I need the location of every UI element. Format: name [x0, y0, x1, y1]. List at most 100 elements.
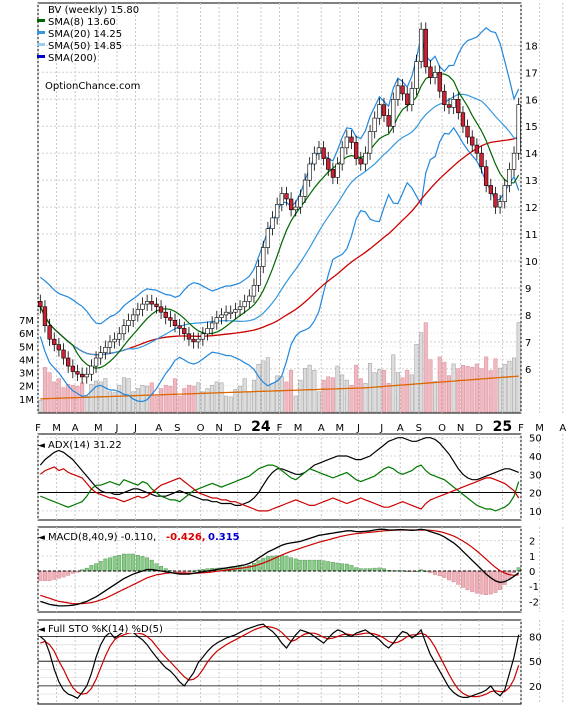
- macd-histogram-bar: [456, 570, 461, 585]
- macd-panel: -2 -1 0 1 2 ◄ MACD(8,40,9) -0.110, -0.426, 0.315: [37, 526, 564, 613]
- legend-swatch: [37, 55, 45, 58]
- candle-body: [339, 147, 345, 165]
- candle-body: [233, 309, 238, 313]
- volume-bar: [372, 372, 377, 413]
- volume-bar: [414, 344, 419, 413]
- volume-bar: [251, 379, 256, 413]
- candle-body: [191, 338, 196, 343]
- volume-bar: [428, 359, 433, 413]
- volume-bar: [470, 366, 475, 413]
- candle-body: [400, 85, 405, 95]
- macd-histogram-bar: [117, 555, 122, 572]
- candle-body: [460, 112, 466, 127]
- stochastic-tick-label: 50: [529, 657, 542, 668]
- macd-histogram-bar: [140, 556, 145, 572]
- macd-histogram-bar: [89, 565, 94, 572]
- candle-body: [256, 266, 261, 286]
- volume-bar: [275, 375, 280, 413]
- macd-histogram-bar: [516, 567, 521, 572]
- x-tick-label: M: [94, 423, 103, 434]
- candle-body: [38, 301, 43, 308]
- volume-bar: [512, 357, 517, 413]
- candle-body: [70, 365, 76, 372]
- volume-bar: [316, 391, 321, 413]
- candle-body: [372, 117, 377, 132]
- x-tick-label: J: [133, 423, 137, 434]
- candle-body: [80, 373, 85, 378]
- candle-body: [163, 311, 168, 318]
- x-tick-label: A: [318, 423, 325, 434]
- stochastic-tick-label: 20: [529, 682, 542, 693]
- candle-body: [42, 306, 48, 326]
- macd-histogram-bar: [442, 570, 447, 578]
- legend-label: SMA(200): [48, 53, 97, 64]
- candle-body: [428, 66, 433, 79]
- price-chart-title: BV (weekly) 15.80: [48, 5, 139, 16]
- adx-marker-icon: ◄: [38, 441, 45, 451]
- stochastic-k-line: [39, 623, 520, 699]
- macd-histogram-bar: [61, 570, 66, 578]
- macd-histogram-bar: [317, 559, 321, 572]
- candle-body: [358, 158, 363, 165]
- candle-body: [418, 28, 424, 62]
- macd-histogram-bar: [47, 570, 52, 581]
- candle-body: [219, 314, 224, 318]
- adx-tick-label: 30: [529, 470, 542, 481]
- stochastic-d-line: [40, 625, 520, 698]
- macd-histogram-bar: [419, 569, 424, 572]
- candle-body: [158, 306, 164, 313]
- upper-band-line: [39, 27, 520, 325]
- price-tick-label: 15: [525, 122, 538, 133]
- volume-bar: [256, 363, 261, 413]
- candle-body: [242, 301, 247, 308]
- volume-bar: [196, 382, 201, 413]
- x-tick-label: N: [215, 423, 222, 434]
- volume-bar: [493, 358, 498, 413]
- volume-bar: [284, 381, 289, 413]
- x-tick-label: N: [457, 423, 464, 434]
- candle-body: [353, 142, 359, 159]
- volume-tick-label: 1M: [19, 395, 34, 406]
- macd-histogram-bar: [498, 570, 502, 590]
- x-tick-label: J: [356, 423, 360, 434]
- macd-histogram-bar: [451, 570, 456, 583]
- x-tick-label: S: [416, 423, 422, 434]
- candle-body: [483, 166, 489, 186]
- price-tick-label: 7: [525, 338, 531, 349]
- volume-tick-label: 7M: [19, 316, 34, 327]
- stochastic-tick-label: 80: [529, 632, 542, 643]
- volume-bar: [298, 379, 303, 413]
- macd-histogram-bar: [70, 570, 75, 574]
- volume-bar: [507, 360, 512, 413]
- x-tick-label: S: [174, 423, 180, 434]
- x-tick-label: D: [234, 423, 242, 434]
- macd-histogram-bar: [80, 569, 85, 572]
- volume-bar: [363, 383, 368, 413]
- x-tick-label: 25: [493, 419, 512, 435]
- legend-label: SMA(50) 14.85: [48, 41, 122, 52]
- volume-bar: [479, 368, 484, 413]
- candle-body: [302, 179, 308, 197]
- candle-body: [288, 198, 294, 211]
- price-tick-label: 8: [525, 311, 531, 322]
- volume-bar: [340, 374, 345, 413]
- volume-bar: [321, 379, 326, 413]
- candle-body: [237, 306, 243, 310]
- candle-body: [265, 228, 271, 248]
- volume-bar: [498, 367, 503, 413]
- volume-bar: [419, 332, 424, 413]
- volume-bar: [228, 396, 233, 413]
- macd-histogram-bar: [126, 553, 131, 572]
- volume-bar: [38, 399, 43, 413]
- stochastic-marker-icon: ◄: [38, 625, 45, 635]
- volume-bar: [474, 363, 479, 413]
- macd-histogram-bar: [256, 560, 261, 572]
- macd-histogram-bar: [43, 570, 47, 581]
- volume-bar: [219, 382, 224, 413]
- macd-histogram-bar: [470, 570, 475, 593]
- legend-swatch: [37, 43, 45, 46]
- volume-bar: [344, 379, 349, 413]
- candle-body: [210, 322, 215, 329]
- macd-histogram-bar: [289, 557, 293, 572]
- candle-body: [465, 125, 470, 138]
